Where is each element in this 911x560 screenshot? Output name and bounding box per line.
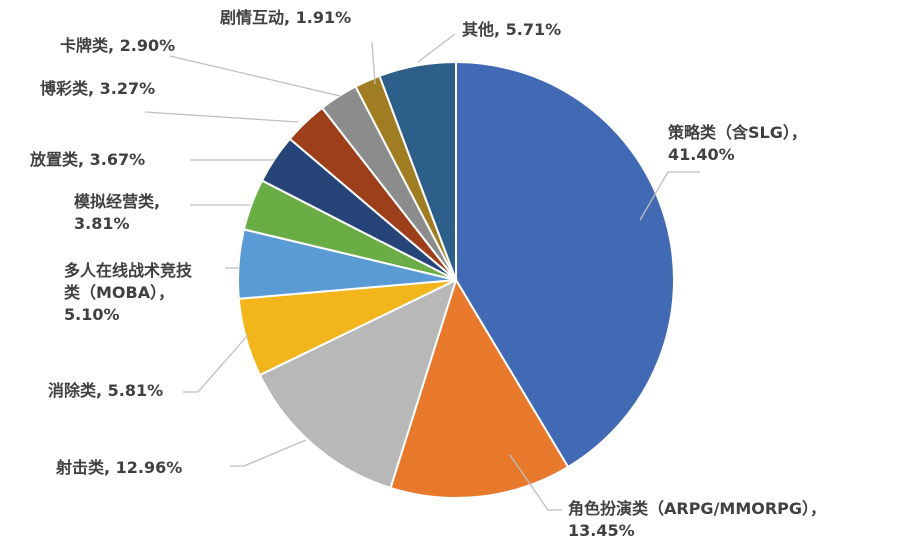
data-label: 射击类, 12.96% [55, 458, 182, 477]
leader-line [144, 111, 299, 123]
data-label: 剧情互动, 1.91% [220, 8, 351, 27]
data-label: 模拟经营类, 3.81% [74, 192, 160, 233]
leader-lines-layer [144, 33, 700, 511]
data-label: 放置类, 3.67% [29, 150, 145, 169]
pie-slice [258, 278, 458, 490]
pie-slice [455, 60, 675, 469]
data-label-line: 多人在线战术竞技 [64, 261, 193, 280]
leader-line [509, 454, 562, 511]
data-label-line: 角色扮演类（ARPG/MMORPG）， [568, 499, 826, 518]
slices-layer [237, 60, 675, 499]
data-label-line: 3.81% [74, 214, 130, 233]
leader-line [230, 439, 307, 467]
leader-line [169, 55, 341, 97]
leader-line [371, 41, 376, 85]
data-label-line: 模拟经营类, [74, 192, 160, 211]
pie-slice [389, 277, 570, 499]
data-label-line: 5.10% [64, 305, 120, 324]
data-label: 博彩类, 3.27% [40, 79, 155, 98]
data-label-line: 卡牌类, 2.90% [60, 36, 175, 55]
data-label: 卡牌类, 2.90% [60, 36, 175, 55]
data-label: 策略类（含SLG）， 41.40% [667, 123, 807, 164]
data-label: 角色扮演类（ARPG/MMORPG）， 13.45% [568, 499, 826, 540]
data-label-line: 消除类, 5.81% [48, 381, 163, 400]
pie-slice [378, 60, 457, 281]
data-label-line: 其他, 5.71% [462, 20, 561, 39]
data-label-line: 41.40% [668, 145, 735, 164]
leader-line [639, 171, 700, 221]
leader-line [183, 334, 249, 393]
data-label-line: 类（MOBA）， [64, 283, 174, 302]
data-label-line: 剧情互动, 1.91% [220, 8, 351, 27]
data-label-line: 13.45% [568, 521, 635, 540]
leader-line [417, 33, 456, 63]
data-label: 其他, 5.71% [462, 20, 561, 39]
data-label-line: 放置类, 3.67% [29, 150, 145, 169]
data-label: 消除类, 5.81% [48, 381, 163, 400]
data-label-line: 射击类, 12.96% [55, 458, 182, 477]
data-label-line: 博彩类, 3.27% [40, 79, 155, 98]
data-labels-layer: 策略类（含SLG）， 41.40% 角色扮演类（ARPG/MMORPG）， 13.45… [29, 8, 826, 540]
data-label-line: 策略类（含SLG）， [667, 123, 807, 142]
data-label: 多人在线战术竞技类（MOBA）， 5.10% [64, 261, 193, 324]
